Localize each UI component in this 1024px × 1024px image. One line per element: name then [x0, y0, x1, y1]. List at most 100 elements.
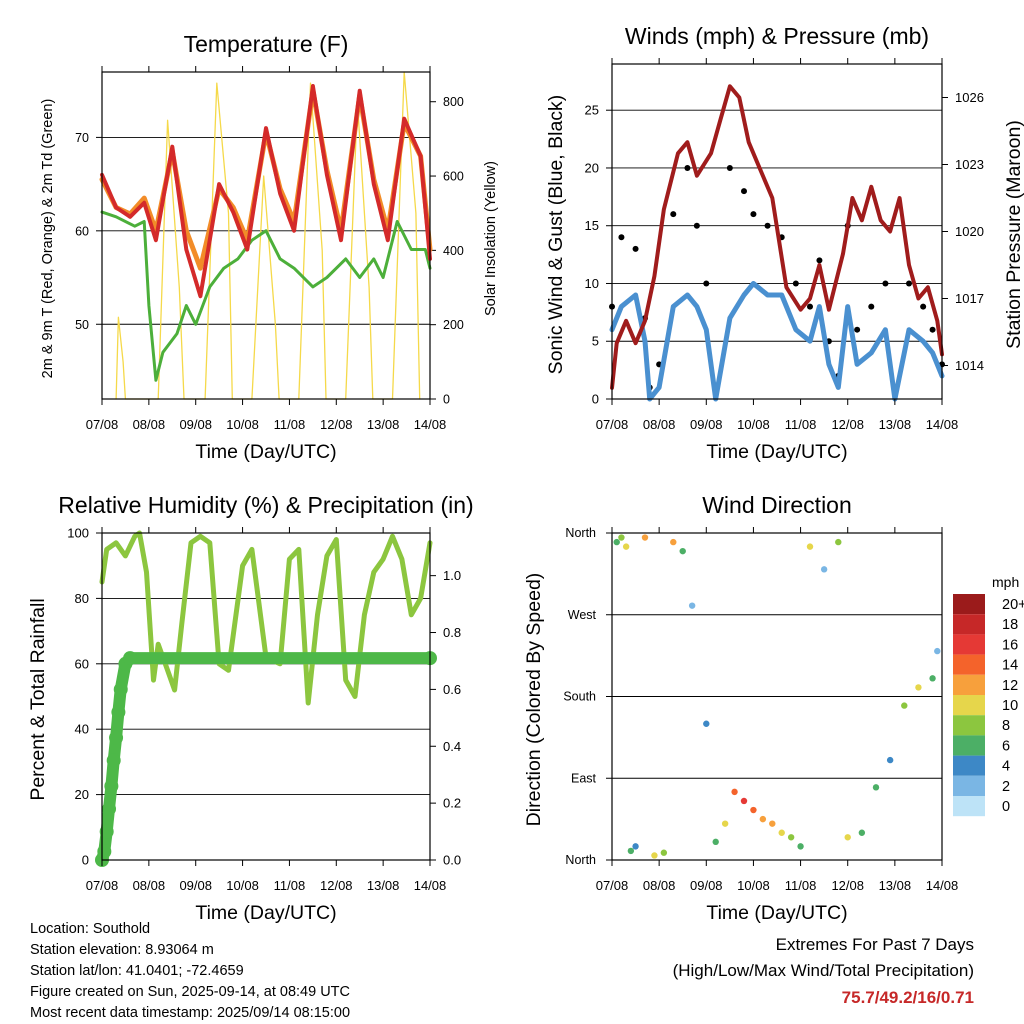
- x-tick-label: 13/08: [879, 417, 912, 432]
- direction-point: [703, 720, 710, 727]
- y-axis-label: Direction (Colored By Speed): [523, 573, 545, 827]
- colorbar-label: 4: [1002, 759, 1010, 775]
- series-sonic-wind: [609, 281, 945, 402]
- y-right-tick-label: 0.0: [443, 853, 461, 868]
- colorbar-label: 6: [1002, 738, 1010, 754]
- y-right-tick-label: 0.8: [443, 625, 461, 640]
- x-tick-label: 09/08: [690, 878, 723, 893]
- y-tick-label: 80: [75, 591, 89, 606]
- direction-point: [934, 647, 941, 655]
- series-2m-temperature: [100, 84, 432, 299]
- gust-point: [920, 303, 927, 310]
- chart-panel-0: Temperature (F) 50 60 70 0 200 400 600 800 07/08 0…: [40, 31, 499, 463]
- gust-point: [807, 303, 813, 310]
- colorbar-label: 20+: [1002, 597, 1024, 613]
- direction-point: [759, 815, 767, 823]
- direction-point: [769, 820, 776, 827]
- info-latlon: Station lat/lon: 41.0401; -72.4659: [30, 963, 244, 979]
- x-tick-label: 07/08: [86, 878, 119, 893]
- direction-point: [750, 806, 757, 814]
- direction-point: [872, 784, 880, 791]
- y-right-tick-label: 1023: [955, 157, 984, 172]
- direction-point: [844, 834, 851, 841]
- y-right-tick-label: 0: [443, 393, 450, 407]
- direction-point: [641, 534, 649, 541]
- y-right-tick-label: 0.2: [443, 796, 461, 811]
- direction-point: [660, 849, 668, 856]
- direction-point: [787, 834, 795, 841]
- plot-frame: [101, 71, 431, 400]
- colorbar-title: mph: [992, 574, 1019, 590]
- y-right-tick-label: 0.4: [443, 739, 461, 754]
- colorbar-swatch: [953, 735, 985, 756]
- colorbar-swatch: [953, 594, 985, 615]
- direction-point: [651, 852, 658, 859]
- chart-title: Temperature (F): [184, 31, 349, 57]
- direction-point: [613, 538, 620, 546]
- y-tick-label: 0: [592, 392, 599, 407]
- y-axis-label: Sonic Wind & Gust (Blue, Black): [545, 95, 567, 375]
- colorbar-swatch: [953, 695, 985, 716]
- y-right-tick-label: 1.0: [443, 568, 461, 583]
- y-tick-label: 40: [75, 722, 89, 737]
- chart-title: Winds (mph) & Pressure (mb): [625, 23, 929, 49]
- x-tick-label: 09/08: [690, 417, 723, 432]
- direction-point: [901, 702, 908, 709]
- y-tick-label: 15: [585, 218, 599, 233]
- y-right-tick-label: 200: [443, 318, 464, 332]
- x-tick-label: 13/08: [367, 878, 400, 893]
- gust-point: [726, 164, 733, 171]
- x-axis-label: Time (Day/UTC): [195, 441, 336, 463]
- precip-point: [109, 730, 124, 745]
- x-tick-label: 10/08: [226, 878, 259, 893]
- direction-point: [712, 838, 719, 846]
- y-tick-label: 25: [585, 103, 599, 118]
- y-right-tick-label: 1026: [955, 90, 984, 105]
- y-tick-label: 20: [585, 160, 599, 175]
- x-tick-label: 14/08: [414, 878, 447, 893]
- precip-point: [97, 844, 112, 859]
- gust-point: [741, 188, 747, 195]
- direction-point: [820, 566, 828, 573]
- direction-point: [670, 538, 677, 546]
- colorbar-label: 8: [1002, 718, 1010, 734]
- series-total-precipitation: [96, 652, 436, 866]
- x-axis-label: Time (Day/UTC): [706, 902, 847, 924]
- colorbar-label: 16: [1002, 637, 1018, 653]
- plot-frame: [611, 63, 943, 400]
- x-tick-label: 11/08: [785, 417, 817, 432]
- gust-point: [618, 234, 625, 241]
- y-tick-label: 50: [75, 318, 89, 332]
- x-tick-label: 14/08: [414, 417, 447, 432]
- gust-point: [632, 245, 639, 252]
- precip-point: [123, 651, 138, 666]
- direction-point: [632, 843, 639, 850]
- x-tick-label: 12/08: [320, 417, 353, 432]
- x-tick-label: 09/08: [179, 417, 212, 432]
- extremes-values: 75.7/49.2/16/0.71: [841, 988, 974, 1007]
- gust-point: [868, 303, 875, 310]
- y-right-axis-label: Station Pressure (Maroon): [1003, 120, 1024, 349]
- colorbar-label: 14: [1002, 658, 1018, 674]
- colorbar-swatch: [953, 715, 985, 736]
- x-tick-label: 13/08: [879, 878, 912, 893]
- info-location: Location: Southold: [30, 921, 151, 937]
- precip-point: [113, 682, 128, 697]
- y-right-tick-label: 1017: [955, 291, 984, 306]
- gust-point: [854, 326, 861, 333]
- y-tick-label: West: [568, 608, 597, 622]
- chart-title: Wind Direction: [702, 492, 852, 518]
- gust-point: [882, 280, 889, 287]
- direction-point: [886, 756, 894, 764]
- y-tick-label: 70: [75, 131, 89, 145]
- y-tick-label: 0: [82, 853, 89, 868]
- plot-frame: [101, 532, 431, 861]
- direction-point: [915, 684, 922, 691]
- gust-point: [750, 211, 757, 218]
- colorbar-swatch: [953, 654, 985, 675]
- direction-point: [778, 829, 785, 836]
- y-tick-label: 20: [75, 787, 89, 802]
- series-station-pressure: [610, 84, 944, 390]
- direction-point: [731, 788, 738, 796]
